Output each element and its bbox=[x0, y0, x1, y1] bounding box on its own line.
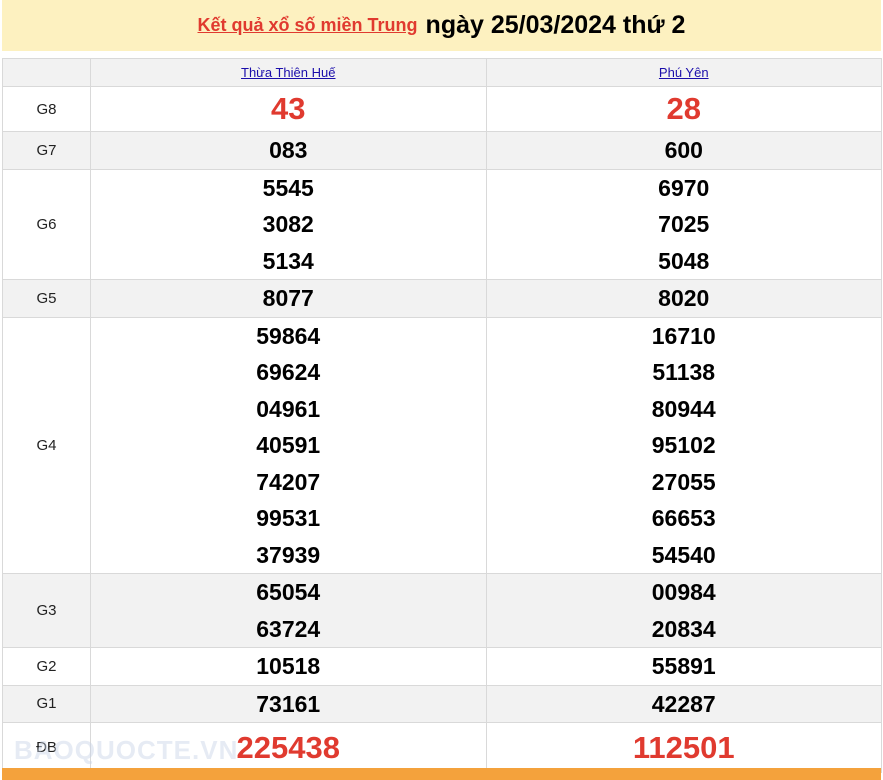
prize-number: 40591 bbox=[256, 432, 321, 458]
prize-number: 54540 bbox=[651, 541, 716, 568]
prize-cell: 16710 51138 80944 95102 27055 66653 54540 bbox=[485, 316, 882, 574]
prize-label: G1 bbox=[2, 684, 91, 723]
prize-number: 20834 bbox=[651, 615, 716, 642]
prize-number: 66653 bbox=[651, 505, 716, 531]
prize-number: 112501 bbox=[632, 730, 735, 765]
prize-cell: 28 bbox=[485, 86, 882, 132]
prize-number: 600 bbox=[664, 137, 703, 163]
prize-cell: 5545 3082 5134 bbox=[90, 168, 487, 280]
prize-row: G8 43 28 bbox=[2, 86, 882, 132]
prize-number: 95102 bbox=[651, 432, 716, 458]
prize-label: G7 bbox=[2, 131, 91, 170]
prize-label: G5 bbox=[2, 279, 91, 318]
prize-number: 5545 bbox=[262, 174, 314, 201]
prize-number: 37939 bbox=[256, 541, 321, 568]
prize-cell: 6970 7025 5048 bbox=[485, 168, 882, 280]
title-date: ngày 25/03/2024 thứ 2 bbox=[425, 11, 686, 39]
prize-number: 43 bbox=[271, 91, 306, 126]
prize-row: G4 59864 69624 04961 40591 74207 99531 37939 167… bbox=[2, 316, 882, 574]
prize-number: 16710 bbox=[651, 322, 716, 349]
prize-number: 28 bbox=[666, 91, 701, 126]
prize-number: 5134 bbox=[262, 247, 314, 274]
prize-label: G2 bbox=[2, 647, 91, 686]
province-link[interactable]: Phú Yên bbox=[658, 65, 709, 80]
prize-cell: 8020 bbox=[485, 279, 882, 318]
prize-row: G6 5545 3082 5134 6970 7025 5048 bbox=[2, 168, 882, 280]
prize-number: 55891 bbox=[651, 653, 716, 679]
prize-number: 083 bbox=[269, 137, 308, 163]
prize-number: 04961 bbox=[256, 395, 321, 422]
prize-label: ĐB bbox=[2, 722, 91, 773]
prize-number: 59864 bbox=[256, 322, 321, 349]
prize-cell: 42287 bbox=[485, 684, 882, 723]
prize-label: G8 bbox=[2, 86, 91, 132]
header-row: Thừa Thiên Huế Phú Yên bbox=[2, 58, 882, 87]
prize-number: 6970 bbox=[658, 174, 710, 201]
prize-cell: 59864 69624 04961 40591 74207 99531 37939 bbox=[90, 316, 487, 574]
prize-row: G1 73161 42287 bbox=[2, 684, 882, 723]
prize-number: 51138 bbox=[652, 359, 716, 385]
prize-number: 99531 bbox=[256, 505, 321, 531]
prize-number: 42287 bbox=[651, 690, 716, 717]
prize-number: 00984 bbox=[651, 579, 716, 605]
province-link[interactable]: Thừa Thiên Huế bbox=[241, 65, 336, 80]
prize-row: G5 8077 8020 bbox=[2, 279, 882, 318]
prize-number: 80944 bbox=[651, 395, 716, 422]
prize-number: 8020 bbox=[658, 285, 710, 311]
prize-number: 7025 bbox=[658, 211, 710, 237]
prize-cell: 43 bbox=[90, 86, 487, 132]
prize-number: 5048 bbox=[658, 247, 710, 274]
prize-number: 63724 bbox=[256, 615, 321, 642]
prize-number: 27055 bbox=[651, 468, 716, 495]
prize-cell: 73161 bbox=[90, 684, 487, 723]
prize-number: 74207 bbox=[256, 468, 321, 495]
prize-cell: 65054 63724 bbox=[90, 573, 487, 648]
prize-row: ĐB 225438 112501 bbox=[2, 722, 882, 773]
prize-cell: 083 bbox=[90, 131, 487, 170]
prize-cell: 112501 bbox=[485, 722, 882, 773]
prize-cell: 8077 bbox=[90, 279, 487, 318]
prize-number: 73161 bbox=[256, 690, 321, 717]
prize-row: G2 10518 55891 bbox=[2, 647, 882, 686]
results-table: Thừa Thiên Huế Phú Yên G8 43 28 G7 083 600 G6 5… bbox=[2, 58, 882, 773]
province-header: Phú Yên bbox=[485, 58, 882, 87]
prize-label: G6 bbox=[2, 168, 91, 280]
prize-label: G3 bbox=[2, 573, 91, 648]
prize-cell: 00984 20834 bbox=[485, 573, 882, 648]
footer-bar bbox=[2, 768, 881, 780]
prize-number: 10518 bbox=[256, 653, 321, 679]
header-empty-cell bbox=[2, 58, 91, 87]
province-header: Thừa Thiên Huế bbox=[90, 58, 487, 87]
prize-number: 65054 bbox=[256, 579, 321, 605]
prize-row: G7 083 600 bbox=[2, 131, 882, 170]
prize-cell: 600 bbox=[485, 131, 882, 170]
prize-cell: 10518 bbox=[90, 647, 487, 686]
prize-cell: 55891 bbox=[485, 647, 882, 686]
prize-cell: 225438 bbox=[90, 722, 487, 773]
title-bar: Kết quả xổ số miền Trung ngày 25/03/2024… bbox=[2, 0, 881, 51]
prize-number: 3082 bbox=[262, 211, 314, 237]
prize-number: 8077 bbox=[262, 285, 314, 311]
prize-number: 69624 bbox=[256, 359, 321, 385]
prize-row: G3 65054 63724 00984 20834 bbox=[2, 573, 882, 648]
prize-label: G4 bbox=[2, 316, 91, 574]
title-link[interactable]: Kết quả xổ số miền Trung bbox=[197, 15, 418, 35]
prize-number: 225438 bbox=[236, 730, 340, 765]
